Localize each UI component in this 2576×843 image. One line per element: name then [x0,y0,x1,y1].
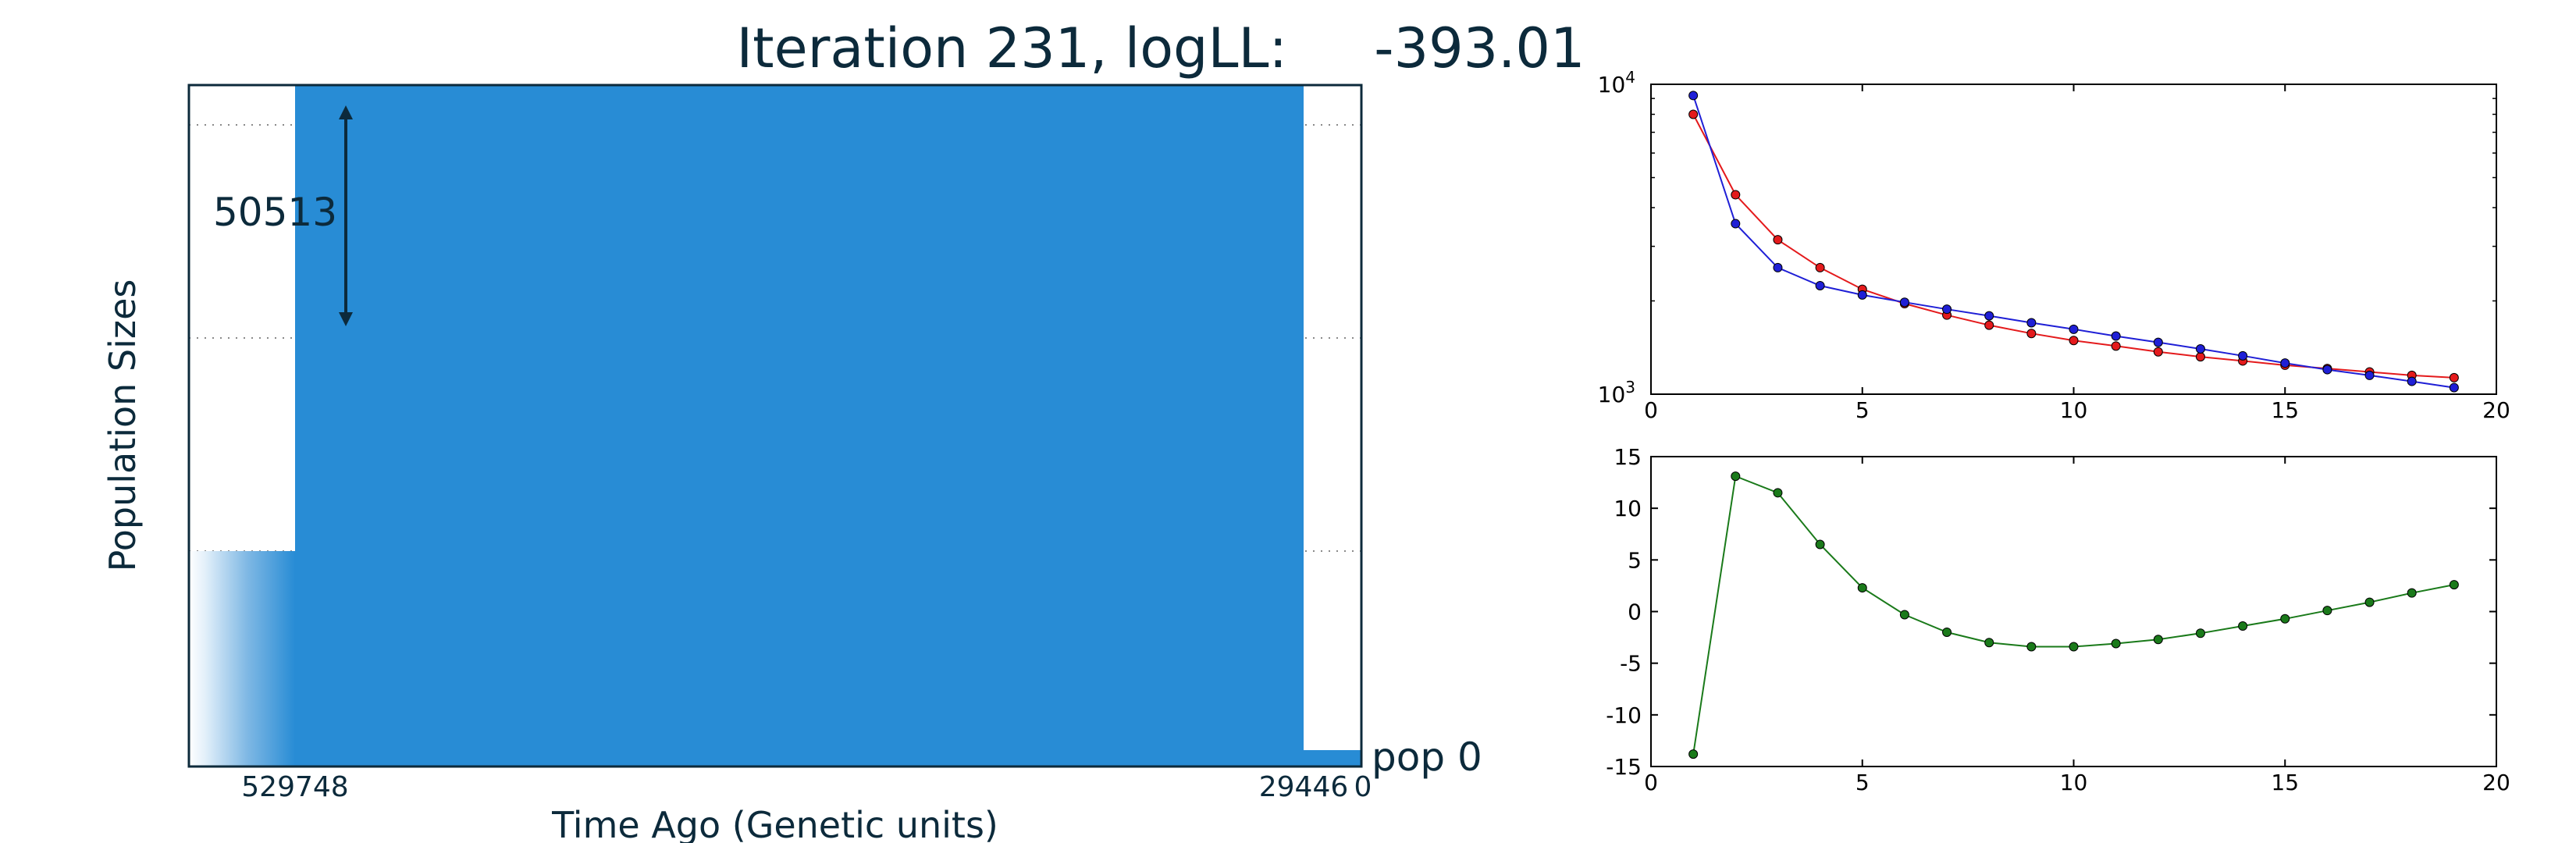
green-series-point [2280,614,2290,624]
x-tick-label: 5 [1856,770,1870,795]
red-series-point [1984,320,1994,330]
blue-series-point [1773,262,1783,272]
y-tick-label: 10 [1614,496,1642,521]
x-axis-label: Time Ago (Genetic units) [551,804,998,843]
blue-series-point [2280,358,2290,368]
x-tick-label: 15 [2271,770,2299,795]
x-tick-label: 15 [2271,397,2299,423]
blue-series-point [2449,382,2459,393]
green-series-point [1731,471,1741,482]
red-series-point [2195,352,2205,362]
blue-series-point [1731,219,1741,229]
blue-series-point [1815,280,1825,290]
red-series-point [2026,329,2037,339]
arrow-head-top [339,105,353,119]
blue-series-point [2322,365,2332,375]
x-tick-label: 10 [2060,770,2088,795]
y-axis-label: Population Sizes [101,279,144,572]
y-tick-label: 0 [1628,599,1642,625]
red-series-point [1815,262,1825,272]
green-series-point [1899,610,1909,620]
blue-series-point [1984,311,1994,321]
green-series-point [2449,580,2459,590]
top-right-panel: 0 5 10 15 20 104 103 [1598,68,2510,423]
y-tick-label: -5 [1620,651,1642,677]
y-tick-label: -10 [1606,702,1642,728]
red-series-point [1731,190,1741,200]
chart-title: Iteration 231, logLL: -393.01 [736,16,1585,80]
population-area [295,85,1304,767]
left-plot-frame [187,84,1363,768]
blue-series-point [1899,297,1909,308]
blue-series-point [2153,337,2163,347]
bottom-right-ticks: 0 5 10 15 20 15 10 5 0 -5 -10 -15 [1606,444,2510,795]
x-tick-label: 529748 [241,771,348,803]
green-series-point [2364,597,2375,607]
blue-series-point [2407,376,2417,386]
green-series-point [2153,635,2163,645]
green-series-point [2026,642,2037,652]
bottom-right-frame [1650,456,2497,767]
y-tick-label: 104 [1598,68,1635,98]
green-series-point [2238,621,2248,631]
green-series-point [2111,638,2121,649]
annotation-value: 50513 [213,190,337,235]
y-tick-label: -15 [1606,754,1642,780]
bottom-right-panel: 0 5 10 15 20 15 10 5 0 -5 -10 -15 [1606,444,2510,795]
blue-series-point [2364,370,2375,380]
x-tick-label: 0 [1644,397,1658,423]
red-series-point [1773,235,1783,245]
tick-base: 10 [1598,382,1626,407]
blue-series-point [2026,318,2037,328]
green-series-point [1773,488,1783,498]
x-tick-label: 20 [2482,397,2510,423]
size-arrow [339,105,353,326]
y-tick-label: 103 [1598,378,1635,407]
x-tick-label: 5 [1856,397,1870,423]
recent-population-area [1304,750,1361,767]
blue-series-point [1857,290,1867,300]
blue-series-point [2195,343,2205,354]
tick-exponent: 3 [1625,378,1635,397]
green-series-point [1942,627,1952,637]
tick-exponent: 4 [1625,68,1635,87]
bottom-right-series [1688,471,2459,759]
green-series-point [2407,588,2417,598]
top-right-ticks: 0 5 10 15 20 [1644,84,2510,423]
x-tick-label: 0 [1354,771,1372,803]
x-tick-label: 0 [1644,770,1658,795]
y-tick-label: 15 [1614,444,1642,470]
blue-series-point [1688,91,1699,101]
tick-base: 10 [1598,72,1626,98]
blue-series-point [2238,350,2248,361]
x-tick-label: 20 [2482,770,2510,795]
green-series-point [2195,628,2205,638]
green-series-point [2069,642,2079,652]
red-series-point [2111,341,2121,351]
blue-series-point [2111,331,2121,341]
red-series-point [2449,372,2459,382]
blue-series-point [2069,324,2079,334]
population-label: pop 0 [1372,735,1482,780]
green-series-point [1857,583,1867,593]
green-series-point [2322,606,2332,616]
x-tick-label: 10 [2060,397,2088,423]
red-series-point [2069,336,2079,346]
ancient-population-fade [189,551,295,767]
red-series-point [2153,347,2163,357]
y-tick-label: 5 [1628,547,1642,573]
x-tick-label: 29446 [1259,771,1349,803]
left-panel: Iteration 231, logLL: -393.01 50513 pop … [101,16,1585,843]
green-series-point [1984,638,1994,648]
red-series-point [1688,109,1699,119]
arrow-head-bottom [339,312,353,326]
green-series-point [1815,539,1825,550]
top-right-series [1688,91,2459,393]
green-series-point [1688,749,1699,759]
blue-series-point [1942,304,1952,315]
